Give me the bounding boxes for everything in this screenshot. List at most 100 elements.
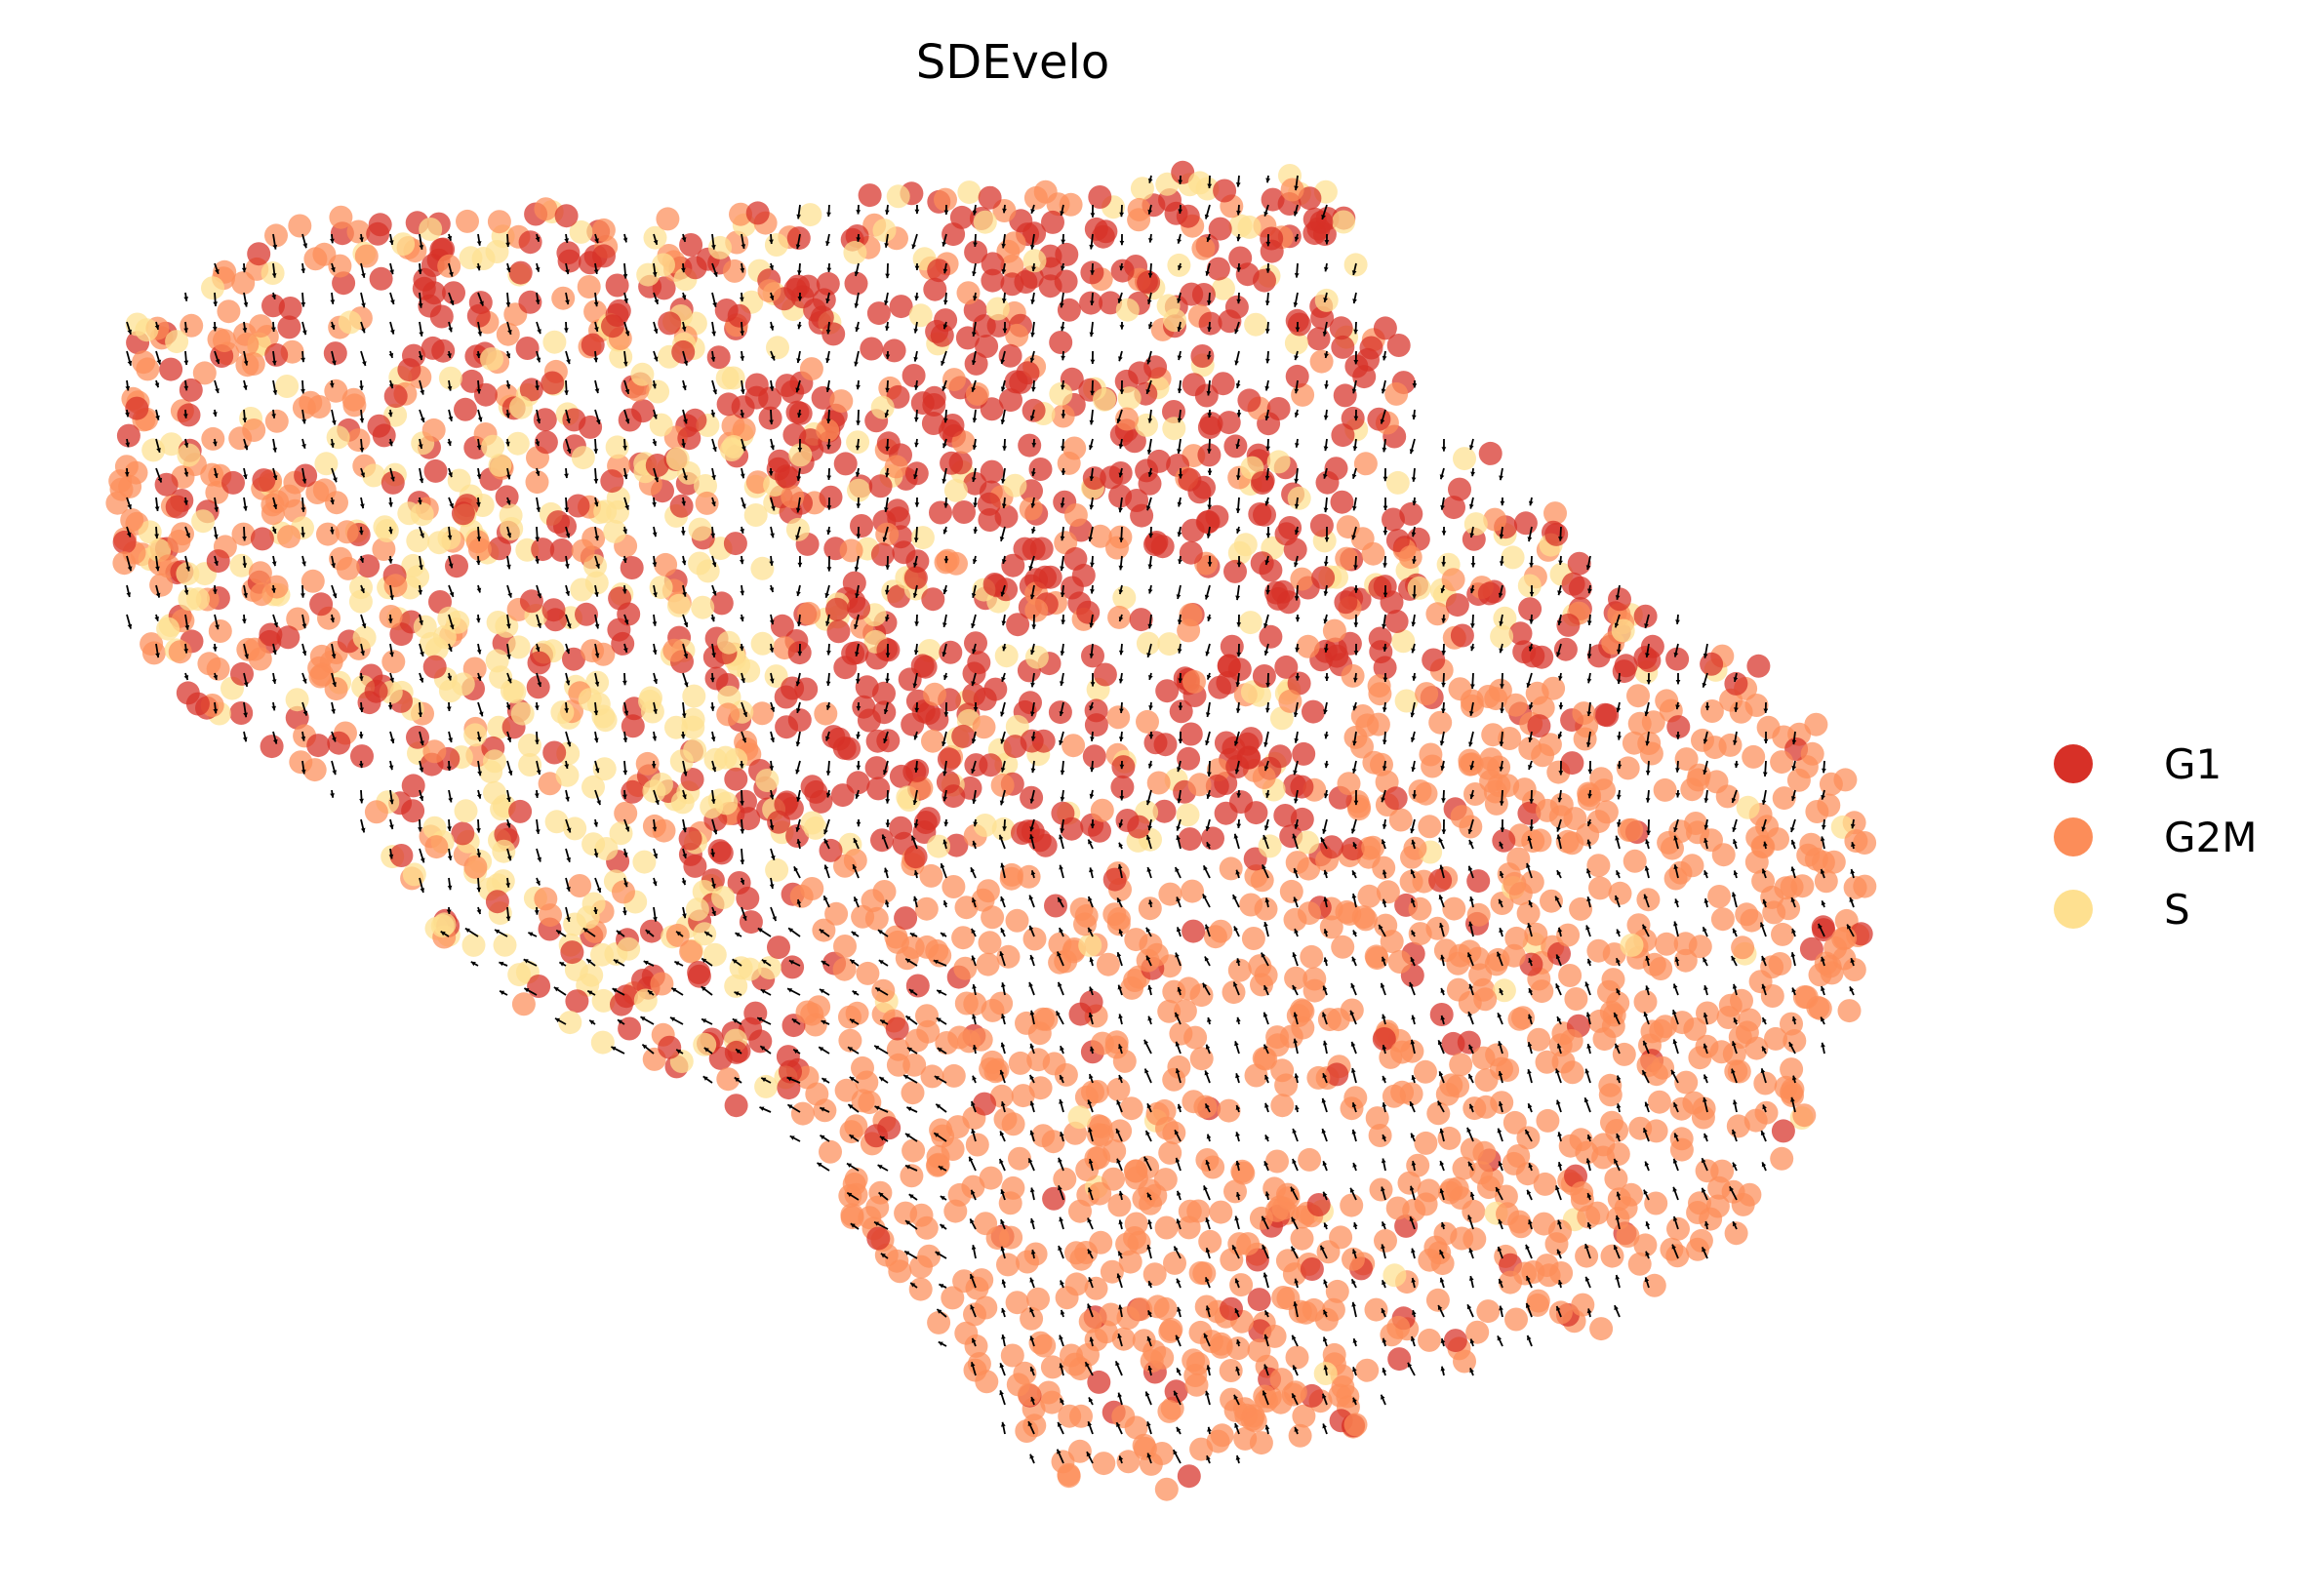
velocity-arrow [1441, 789, 1446, 803]
velocity-arrow [1614, 1304, 1621, 1318]
velocity-arrow [1525, 1244, 1533, 1259]
point-g2m [577, 275, 601, 299]
point-s [1024, 645, 1049, 669]
velocity-arrow [820, 1134, 830, 1142]
point-g2m [1623, 849, 1647, 873]
point-g2m [1536, 1108, 1560, 1133]
point-s [391, 232, 416, 257]
point-g2m [1770, 750, 1794, 775]
point-g2m [1710, 907, 1735, 932]
point-g1 [527, 975, 551, 998]
point-g2m [1193, 1095, 1218, 1119]
point-g2m [496, 322, 520, 346]
point-g2m [1064, 1272, 1089, 1296]
point-g2m [795, 1000, 820, 1024]
velocity-arrow [1672, 983, 1679, 996]
velocity-arrow [1323, 262, 1329, 272]
point-g1 [531, 538, 555, 562]
point-g2m [856, 961, 880, 985]
point-g2m [487, 210, 511, 234]
point-g1 [787, 708, 812, 733]
point-g1 [1220, 634, 1244, 658]
point-g2m [844, 1114, 868, 1138]
point-g1 [495, 485, 519, 509]
point-g1 [1060, 576, 1084, 600]
velocity-arrow [1001, 1421, 1006, 1435]
velocity-arrow [1702, 957, 1708, 967]
point-g2m [463, 855, 488, 879]
velocity-arrow [1440, 1366, 1446, 1376]
point-g2m [1442, 896, 1466, 921]
velocity-arrow [936, 989, 947, 996]
point-g1 [841, 641, 865, 665]
velocity-arrow [154, 614, 159, 622]
velocity-arrow [1146, 866, 1152, 879]
point-g2m [972, 715, 996, 739]
velocity-arrow [1089, 957, 1095, 967]
point-g2m [581, 639, 605, 663]
velocity-arrow [1119, 321, 1125, 330]
point-g1 [826, 619, 851, 644]
point-g1 [1300, 1257, 1324, 1281]
point-g1 [515, 337, 540, 360]
velocity-arrow [1118, 1014, 1123, 1025]
point-g2m [942, 875, 966, 898]
point-g1 [939, 640, 963, 664]
point-s [646, 379, 670, 404]
velocity-arrow [682, 614, 689, 628]
velocity-arrow [943, 818, 949, 827]
point-g2m [927, 1310, 951, 1334]
velocity-arrow [388, 760, 394, 771]
velocity-arrow [770, 731, 775, 743]
point-g2m [372, 538, 396, 561]
velocity-arrow [1617, 789, 1622, 800]
point-g2m [1473, 987, 1498, 1012]
velocity-arrow [818, 1046, 830, 1055]
point-g1 [1512, 640, 1537, 664]
point-g2m [1819, 772, 1843, 796]
point-g2m [213, 329, 236, 353]
velocity-arrow [1088, 438, 1094, 451]
point-g2m [1414, 1131, 1438, 1155]
point-g1 [679, 233, 703, 257]
point-g1 [951, 724, 976, 748]
point-g1 [925, 319, 949, 343]
velocity-arrow [1557, 584, 1562, 596]
point-g2m [1707, 885, 1732, 908]
velocity-arrow [942, 584, 948, 595]
point-g2m [264, 575, 289, 599]
velocity-arrow [770, 906, 778, 922]
point-g1 [1082, 466, 1106, 491]
point-g2m [679, 939, 703, 964]
velocity-arrow [1177, 379, 1182, 394]
velocity-arrow [936, 1016, 947, 1025]
velocity-arrow [1675, 614, 1680, 624]
point-g2m [1005, 323, 1029, 347]
point-g1 [716, 392, 741, 417]
point-g1 [276, 625, 301, 650]
point-g2m [1804, 847, 1828, 871]
point-g2m [1504, 1307, 1528, 1332]
point-g1 [1320, 835, 1344, 859]
point-g1 [876, 729, 901, 753]
point-s [630, 362, 655, 386]
velocity-arrow [1205, 731, 1211, 746]
velocity-arrow [1089, 321, 1095, 338]
point-g2m [1024, 598, 1049, 622]
velocity-arrow [1323, 555, 1329, 567]
point-g1 [1799, 936, 1823, 961]
velocity-arrow [1176, 927, 1182, 937]
velocity-arrow [787, 927, 801, 937]
point-s [765, 857, 789, 882]
velocity-arrow [972, 1014, 977, 1025]
point-s [260, 261, 285, 285]
point-g1 [1152, 799, 1177, 823]
point-g1 [526, 675, 550, 699]
point-g1 [527, 651, 551, 675]
point-g1 [858, 183, 882, 208]
velocity-arrow [594, 379, 600, 394]
point-g1 [1020, 785, 1044, 810]
point-s [1407, 576, 1431, 600]
point-s [1157, 632, 1182, 657]
point-g2m [1181, 879, 1204, 903]
